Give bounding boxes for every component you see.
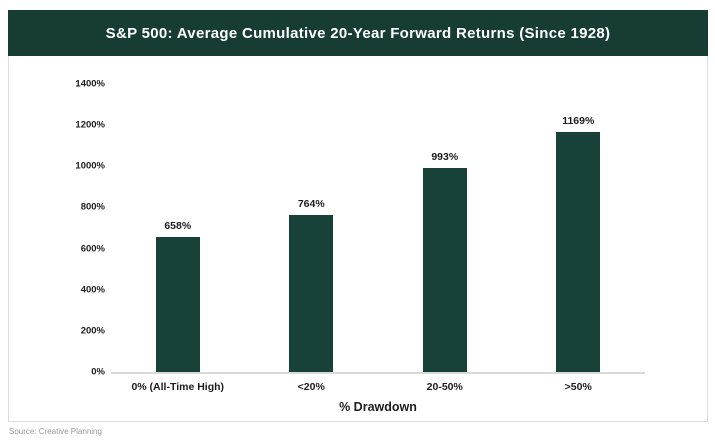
bar-series: 658% 764% 993% 1169% [111,84,645,372]
bar-band: 993% [378,84,512,372]
x-tick-label: <20% [297,381,325,393]
y-axis: 1400% 1200% 1000% 800% 600% 400% 200% 0% [9,79,111,378]
chart-title: S&P 500: Average Cumulative 20-Year Forw… [105,24,611,42]
plot-area: 658% 764% 993% 1169% [111,84,645,374]
bar: 993% [422,151,467,372]
y-tick-label: 1200% [75,119,105,131]
y-tick-label: 0% [91,366,105,378]
bar-value-label: 658% [164,219,192,232]
bar: 1169% [556,115,601,372]
chart-header-bar: S&P 500: Average Cumulative 20-Year Forw… [8,10,708,56]
x-axis: 0% (All-Time High) <20% 20-50% >50% [111,381,645,393]
x-tick-label: >50% [564,381,592,393]
x-axis-title: % Drawdown [339,400,417,414]
y-tick-label: 200% [80,325,105,337]
y-tick-label: 400% [80,284,105,296]
x-tick-label: 20-50% [426,381,463,393]
x-tick-label: 0% (All-Time High) [131,381,225,393]
bar: 658% [155,220,200,372]
bar-band: 764% [245,84,379,372]
y-tick-label: 600% [80,243,105,255]
chart-card: S&P 500: Average Cumulative 20-Year Forw… [8,10,708,422]
bar-value-label: 993% [431,150,459,163]
y-tick-label: 800% [80,201,105,213]
bar-band: 658% [111,84,245,372]
plot-row: 1400% 1200% 1000% 800% 600% 400% 200% 0% 658% 76… [9,79,707,378]
y-tick-label: 1000% [75,160,105,172]
bar: 764% [289,198,334,372]
bar-value-label: 764% [297,197,325,210]
bar-band: 1169% [512,84,646,372]
chart-body: 1400% 1200% 1000% 800% 600% 400% 200% 0% 658% 76… [8,56,708,422]
bar-value-label: 1169% [562,114,595,127]
y-tick-label: 1400% [75,78,105,90]
source-note: Source: Creative Planning [9,427,102,436]
